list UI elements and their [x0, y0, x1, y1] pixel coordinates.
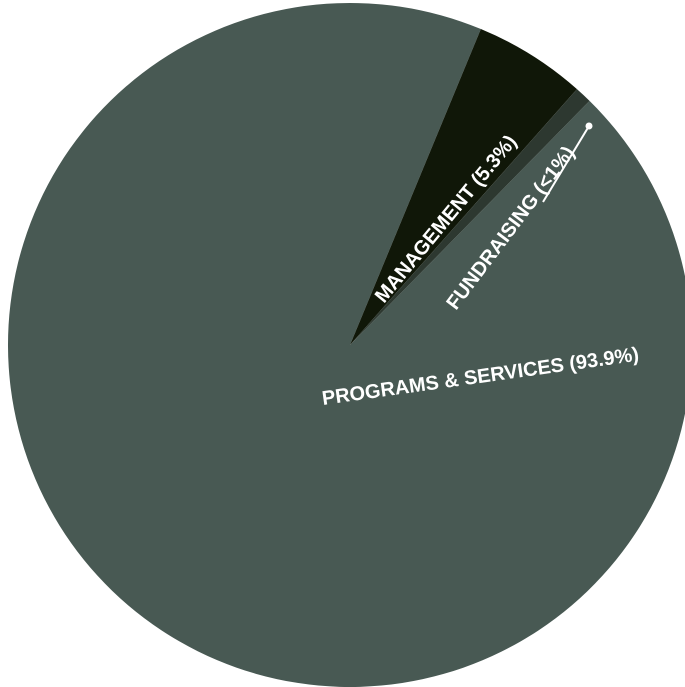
- slice-programs-services: [8, 3, 685, 687]
- fundraising-leader-dot: [585, 122, 593, 130]
- pie-slices: [8, 3, 685, 687]
- fundraising-leader-line: [542, 125, 590, 203]
- slice-management: [350, 29, 577, 346]
- slice-fundraising: [350, 89, 590, 345]
